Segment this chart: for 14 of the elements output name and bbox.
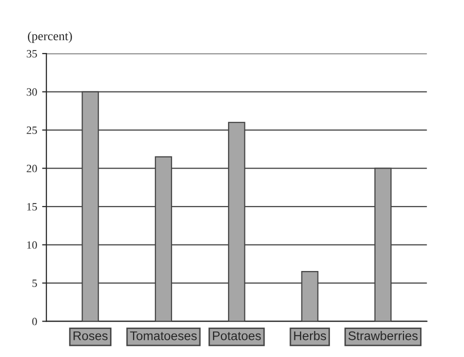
y-tick-label: 30 bbox=[26, 88, 37, 96]
x-tick-label: Tomatoeses bbox=[130, 331, 197, 340]
y-tick-label: 10 bbox=[27, 241, 37, 249]
y-tick-label: 0 bbox=[32, 318, 37, 326]
x-tick-label: Herbs bbox=[294, 331, 326, 340]
y-tick-label: 15 bbox=[27, 203, 37, 211]
y-tick-label: 5 bbox=[32, 280, 37, 288]
y-tick-label: 25 bbox=[26, 126, 37, 134]
x-tick-label: Strawberries bbox=[348, 331, 418, 340]
y-tick-label: 35 bbox=[26, 50, 37, 58]
y-tick-label: 20 bbox=[26, 164, 37, 172]
y-axis-title: (percent) bbox=[28, 32, 72, 43]
x-tick-label: Potatoes bbox=[212, 331, 261, 340]
x-tick-label: Roses bbox=[74, 331, 108, 340]
